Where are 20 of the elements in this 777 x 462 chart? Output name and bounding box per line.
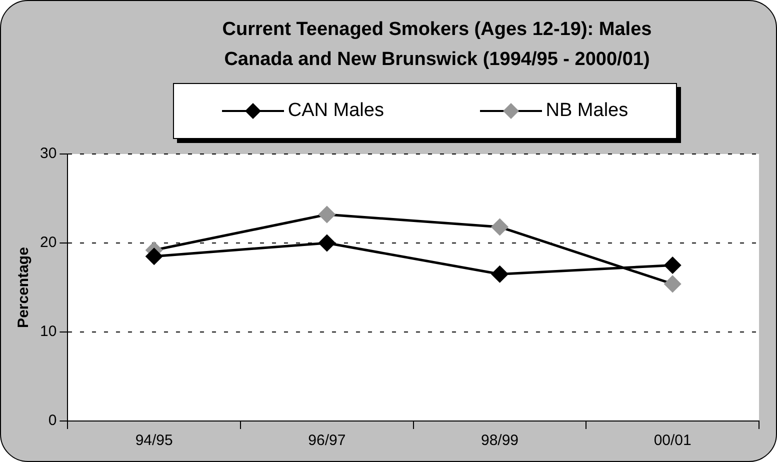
y-tick-label: 10 bbox=[40, 323, 57, 340]
point bbox=[664, 257, 681, 274]
legend-label: NB Males bbox=[546, 100, 628, 122]
point bbox=[492, 266, 508, 282]
x-tick-label: 94/95 bbox=[135, 432, 173, 450]
point bbox=[318, 206, 336, 223]
chart-subtitle: Canada and New Brunswick (1994/95 - 2000/01) bbox=[223, 48, 651, 72]
x-tick-label: 96/97 bbox=[308, 432, 346, 450]
y-tick-label: 30 bbox=[40, 145, 57, 162]
y-tick-label: 20 bbox=[40, 234, 57, 252]
x-tick-label: 98/99 bbox=[480, 432, 519, 450]
point bbox=[492, 218, 508, 236]
x-tick-label: 00/01 bbox=[654, 432, 692, 450]
y-axis-title: Percentage bbox=[15, 247, 32, 328]
y-tick-label: 0 bbox=[48, 412, 57, 430]
chart-title: Current Teenaged Smokers (Ages 12-19): Males bbox=[221, 18, 653, 42]
point bbox=[146, 248, 162, 265]
point bbox=[664, 276, 681, 292]
point bbox=[318, 234, 336, 252]
legend-label: CAN Males bbox=[288, 100, 384, 122]
